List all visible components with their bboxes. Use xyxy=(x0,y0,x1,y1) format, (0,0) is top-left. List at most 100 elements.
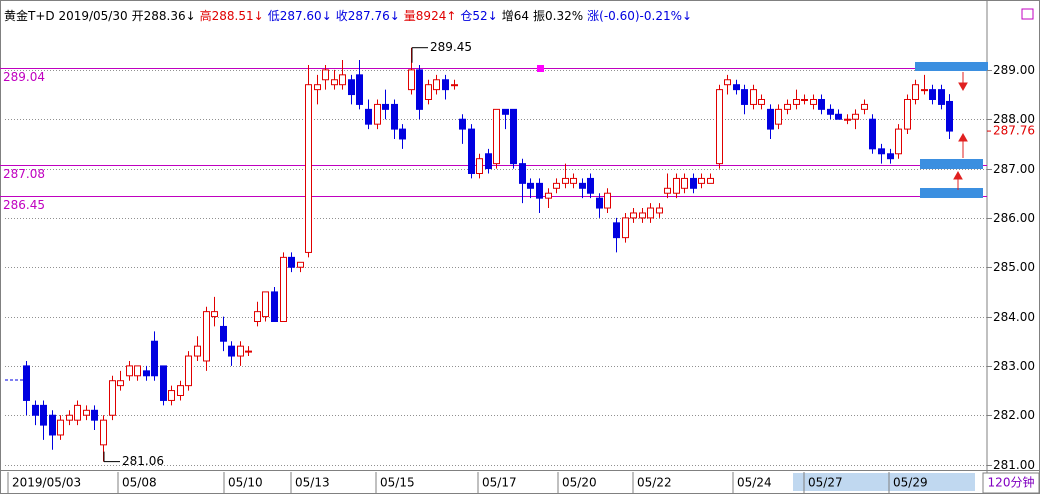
candle-body xyxy=(117,380,124,387)
candle-body xyxy=(844,118,851,121)
candle-body xyxy=(177,385,184,397)
candle-body xyxy=(733,84,740,91)
candle-body xyxy=(664,187,671,194)
candle-body xyxy=(904,98,911,130)
candle-body xyxy=(49,414,56,436)
candle-body xyxy=(280,256,287,323)
period-label[interactable]: 120分钟 xyxy=(988,475,1035,490)
candle-body xyxy=(254,311,261,323)
y-tick-label: 284.00 xyxy=(993,310,1035,324)
candle-body xyxy=(416,69,423,110)
candle-body xyxy=(459,118,466,130)
header-item: 黄金T+D 2019/05/30 xyxy=(4,8,128,23)
candle-body xyxy=(425,84,432,100)
candle-body xyxy=(314,84,321,91)
candle-body xyxy=(382,103,389,110)
y-tick-label: 288.00 xyxy=(993,112,1035,126)
candle-body xyxy=(168,390,175,401)
candle-body xyxy=(852,113,859,120)
candle-body xyxy=(827,108,834,115)
candle-body xyxy=(887,153,894,160)
candle-body xyxy=(66,414,73,421)
y-tick-label: 282.00 xyxy=(993,408,1035,422)
scroll-highlight xyxy=(793,473,975,491)
hline-label: 286.45 xyxy=(3,198,45,212)
header: 黄金T+D 2019/05/30 开288.36↓ 高288.51↓ 低287.60↓… xyxy=(4,8,692,23)
candle-body xyxy=(391,103,398,130)
marker-bar xyxy=(915,62,988,71)
candle-body xyxy=(750,89,757,105)
candle-body xyxy=(185,355,192,387)
candle-body xyxy=(74,404,81,421)
candle-body xyxy=(220,325,227,342)
candle-body xyxy=(562,177,569,184)
candle-body xyxy=(203,311,210,362)
candle-body xyxy=(929,89,936,100)
candle-body xyxy=(237,345,244,357)
candle-body xyxy=(579,182,586,189)
y-tick-label: 286.00 xyxy=(993,211,1035,225)
candle-body xyxy=(510,108,517,165)
candle-body xyxy=(23,365,30,401)
candle-body xyxy=(502,108,509,115)
candle-body xyxy=(160,365,167,401)
candle-body xyxy=(322,69,329,81)
candle-body xyxy=(485,153,492,170)
candle-body xyxy=(630,212,637,219)
header-item: 振0.32% xyxy=(533,9,583,23)
candle-body xyxy=(194,345,201,357)
candle-body xyxy=(707,177,714,184)
candle-body xyxy=(639,212,646,219)
candle-body xyxy=(921,89,928,92)
candle-body xyxy=(656,207,663,214)
y-tick-label: 281.00 xyxy=(993,458,1035,472)
candle-body xyxy=(408,69,415,91)
candle-body xyxy=(245,350,252,353)
candle-body xyxy=(339,74,346,86)
marker-bar xyxy=(920,188,983,198)
candle-body xyxy=(767,108,774,130)
header-item: 仓52↓ xyxy=(460,9,497,23)
marker-bar xyxy=(920,159,983,169)
hline-label: 289.04 xyxy=(3,70,45,84)
candle-body xyxy=(433,79,440,91)
candle-body xyxy=(228,345,235,357)
header-item: 低287.60↓ xyxy=(268,9,332,23)
candle-body xyxy=(399,128,406,140)
candle-body xyxy=(262,291,269,318)
header-item: 开288.36↓ xyxy=(132,9,196,23)
candle-body xyxy=(32,404,39,416)
candle-body xyxy=(271,291,278,323)
x-tick-label: 05/13 xyxy=(295,476,330,490)
candle-body xyxy=(451,84,458,87)
corner-icon[interactable] xyxy=(1021,8,1034,20)
candle-body xyxy=(946,100,953,132)
annotation-label: 289.45 xyxy=(430,40,472,54)
marker-square xyxy=(537,65,544,72)
candle-body xyxy=(348,79,355,96)
candle-body xyxy=(493,108,500,165)
x-tick-label: 05/15 xyxy=(380,476,415,490)
annotation-label: 281.06 xyxy=(122,454,164,468)
x-tick-label: 05/24 xyxy=(737,476,772,490)
candle-body xyxy=(545,192,552,199)
candle-body xyxy=(912,84,919,100)
header-item: 高288.51↓ xyxy=(200,8,264,23)
y-tick-label: 287.00 xyxy=(993,162,1035,176)
x-tick-label: 05/20 xyxy=(562,476,597,490)
candle-body xyxy=(596,197,603,209)
candle-body xyxy=(519,163,526,184)
header-item: 增64 xyxy=(502,9,529,23)
x-tick-label: 05/08 xyxy=(122,476,157,490)
candle-body xyxy=(143,370,150,377)
candle-body xyxy=(297,261,304,268)
candle-body xyxy=(91,409,98,421)
candle-body xyxy=(536,182,543,199)
y-tick-label: 285.00 xyxy=(993,260,1035,274)
candle-body xyxy=(878,148,885,155)
candle-body xyxy=(476,158,483,174)
candle-body xyxy=(587,177,594,194)
period-box[interactable] xyxy=(982,472,1040,494)
header-item: 涨(-0.60)-0.21%↓ xyxy=(587,8,692,23)
x-tick-label: 2019/05/03 xyxy=(12,476,81,490)
